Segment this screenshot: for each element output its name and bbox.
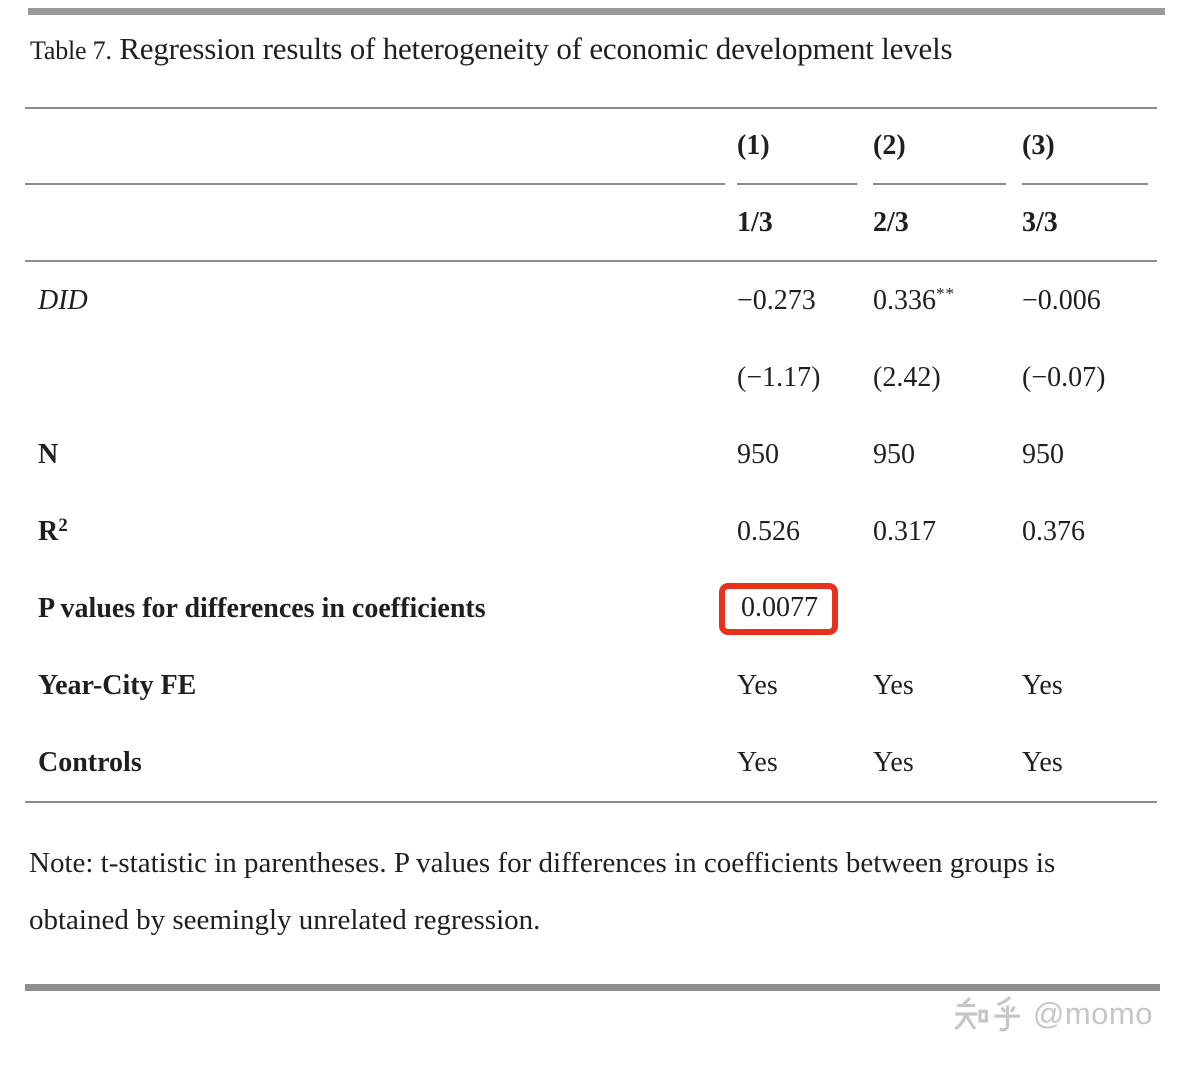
empty-header-cell	[25, 185, 737, 262]
red-highlight-box: 0.0077	[719, 582, 838, 635]
did-value-1: −0.273	[737, 284, 816, 316]
empty-header-cell	[25, 108, 737, 183]
watermark: @momo	[953, 996, 1153, 1032]
column-midrule-row	[25, 183, 1157, 185]
zhihu-glyph-hu-icon	[994, 996, 1020, 1032]
controls-value-3: Yes	[1022, 746, 1063, 778]
regression-table: (1) (2) (3) 1/3 2/3 3/3 DID −0.273 0.336…	[25, 107, 1157, 803]
controls-value-1: Yes	[737, 746, 778, 778]
p-values-row-label: P values for differences in coefficients	[38, 592, 486, 624]
fixed-effects-value-2: Yes	[873, 669, 914, 701]
did-value-2: 0.336**	[873, 284, 955, 316]
controls-row: Controls Yes Yes Yes	[25, 724, 1157, 802]
table-number-label: Table 7.	[30, 36, 112, 65]
r-squared-row: R2 0.526 0.317 0.376	[25, 493, 1157, 570]
column-2-rule	[873, 183, 1006, 185]
column-3-rule	[1022, 183, 1148, 185]
p-value: 0.0077	[741, 591, 818, 623]
table-title: Table 7. Regression results of heterogen…	[30, 21, 1050, 79]
watermark-handle: @momo	[1032, 996, 1153, 1031]
r-squared-value-2: 0.317	[873, 515, 936, 547]
group-header-row: 1/3 2/3 3/3	[25, 185, 1157, 262]
group-header-3: 3/3	[1022, 185, 1157, 262]
significance-stars: **	[936, 284, 955, 303]
model-header-1: (1)	[737, 130, 770, 161]
observations-value-3: 950	[1022, 438, 1064, 470]
observations-row-label: N	[38, 438, 59, 470]
column-1-rule	[737, 183, 857, 185]
p-values-value-1: 0.0077	[719, 570, 873, 647]
group-header-1: 1/3	[737, 185, 873, 262]
tstat-value-3: (−0.07)	[1022, 361, 1106, 393]
fixed-effects-row-label: Year-City FE	[38, 669, 197, 701]
did-coefficient-row: DID −0.273 0.336** −0.006	[25, 261, 1157, 339]
did-row-label: DID	[38, 284, 88, 316]
controls-row-label: Controls	[38, 746, 142, 778]
model-header-2: (2)	[873, 130, 906, 161]
observations-value-1: 950	[737, 438, 779, 470]
table-title-text: Regression results of heterogeneity of e…	[111, 31, 953, 66]
table-note: Note: t-statistic in parentheses. P valu…	[29, 847, 1056, 936]
bottom-divider	[25, 984, 1160, 991]
observations-value-2: 950	[873, 438, 915, 470]
did-value-3: −0.006	[1022, 284, 1101, 316]
controls-value-2: Yes	[873, 746, 914, 778]
model-header-row: (1) (2) (3)	[25, 108, 1157, 183]
zhihu-glyph-zhi-icon	[954, 996, 988, 1031]
fixed-effects-value-3: Yes	[1022, 669, 1063, 701]
fixed-effects-row: Year-City FE Yes Yes Yes	[25, 647, 1157, 724]
zhihu-logo-icon	[953, 996, 1021, 1032]
p-values-row: P values for differences in coefficients…	[25, 570, 1157, 647]
tstat-value-1: (−1.17)	[737, 361, 821, 393]
tstat-value-2: (2.42)	[873, 361, 941, 393]
r-squared-row-label: R2	[38, 515, 68, 547]
p-values-value-2	[873, 570, 1022, 647]
observations-row: N 950 950 950	[25, 416, 1157, 493]
model-header-3: (3)	[1022, 130, 1055, 161]
p-values-value-3	[1022, 570, 1157, 647]
fixed-effects-value-1: Yes	[737, 669, 778, 701]
r-squared-value-3: 0.376	[1022, 515, 1085, 547]
label-column-rule	[25, 183, 725, 185]
r-squared-exponent: 2	[58, 515, 68, 536]
tstat-row-label	[25, 339, 737, 416]
group-header-2: 2/3	[873, 185, 1022, 262]
tstat-row: (−1.17) (2.42) (−0.07)	[25, 339, 1157, 416]
top-divider	[28, 8, 1165, 15]
r-squared-value-1: 0.526	[737, 515, 800, 547]
